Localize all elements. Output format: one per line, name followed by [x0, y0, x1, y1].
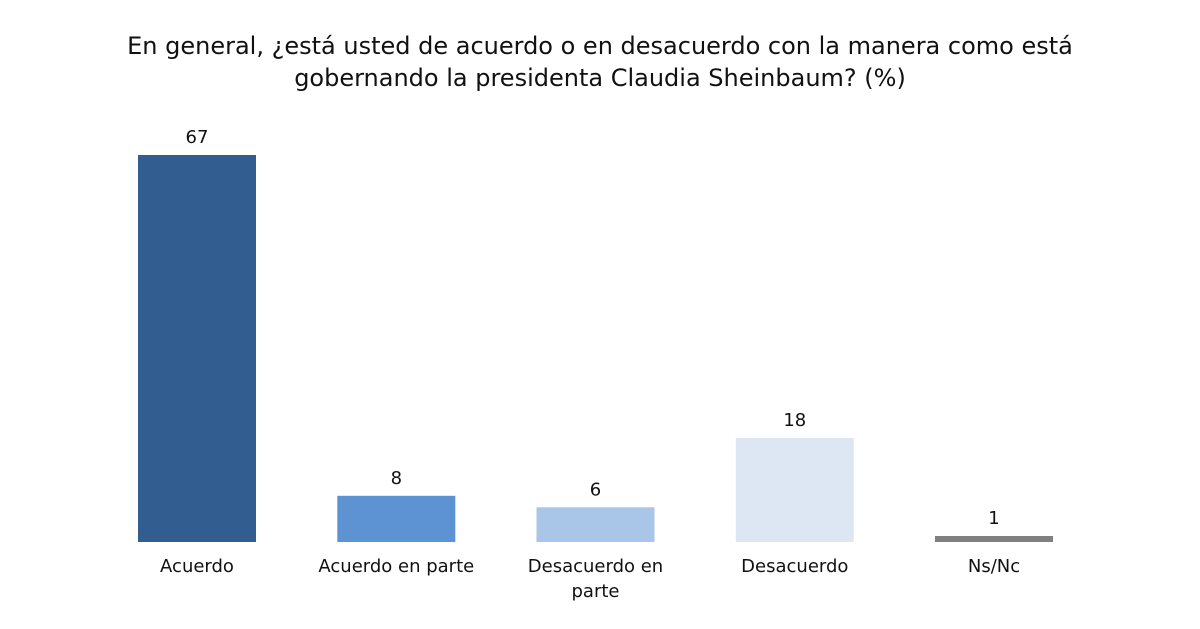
category-label-acuerdo-en-parte: Acuerdo en parte: [318, 556, 474, 577]
bar-acuerdo-en-parte: [337, 495, 456, 542]
value-label-ns-nc: 1: [988, 508, 999, 529]
value-label-desacuerdo-en-parte: 6: [590, 479, 601, 500]
category-labels-layer: Acuerdo Acuerdo en parte Desacuerdo en part…: [160, 556, 1020, 602]
value-label-acuerdo: 67: [186, 127, 209, 148]
bars-layer: [138, 155, 1053, 542]
bar-desacuerdo: [735, 438, 854, 542]
category-label-acuerdo: Acuerdo: [160, 556, 234, 577]
value-labels-layer: 67 8 6 18 1: [186, 127, 1000, 529]
value-label-acuerdo-en-parte: 8: [391, 468, 402, 489]
category-label-desacuerdo: Desacuerdo: [741, 556, 848, 577]
bar-acuerdo: [138, 155, 256, 542]
bar-desacuerdo-en-parte: [536, 507, 655, 542]
chart-title: En general, ¿está usted de acuerdo o en …: [127, 32, 1073, 92]
bar-ns-nc: [935, 536, 1053, 542]
category-label-desacuerdo-en-parte: Desacuerdo en parte: [528, 556, 663, 602]
value-label-desacuerdo: 18: [783, 410, 806, 431]
category-label-ns-nc: Ns/Nc: [968, 556, 1020, 577]
